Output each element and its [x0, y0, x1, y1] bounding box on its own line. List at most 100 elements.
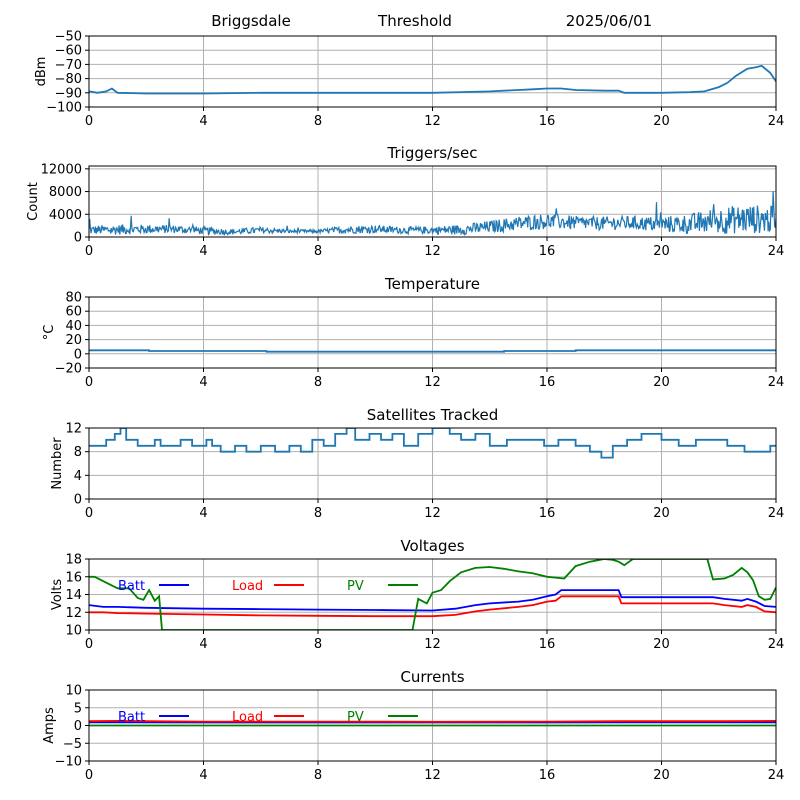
y-tick-label: 4000	[49, 208, 82, 223]
x-tick-label: 8	[314, 114, 322, 129]
panel-title: Currents	[400, 668, 464, 686]
x-tick-label: 12	[424, 506, 441, 521]
y-tick-label: 12	[65, 422, 82, 437]
legend-label: Load	[232, 579, 263, 594]
x-tick-label: 4	[199, 114, 207, 129]
x-tick-label: 24	[768, 375, 785, 390]
y-tick-label: 0	[74, 719, 82, 734]
panel-title: Voltages	[400, 537, 464, 555]
panel-title: Temperature	[384, 275, 480, 293]
legend-label: Load	[232, 710, 263, 725]
y-tick-label: 14	[65, 588, 82, 603]
x-tick-label: 0	[85, 375, 93, 390]
y-tick-label: 0	[74, 347, 82, 362]
x-tick-label: 8	[314, 244, 322, 259]
x-tick-label: 8	[314, 768, 322, 783]
legend-label: Batt	[118, 579, 145, 594]
y-tick-label: 8000	[49, 185, 82, 200]
x-tick-label: 24	[768, 244, 785, 259]
y-tick-label: −20	[55, 362, 82, 377]
x-tick-label: 16	[539, 506, 556, 521]
x-tick-label: 20	[653, 506, 670, 521]
y-tick-label: 10	[65, 624, 82, 639]
x-tick-label: 16	[539, 114, 556, 129]
mode-label: Threshold	[377, 12, 452, 30]
series-line-load	[89, 719, 776, 723]
x-tick-label: 4	[199, 506, 207, 521]
x-tick-label: 4	[199, 637, 207, 652]
y-tick-label: −50	[55, 30, 82, 45]
x-tick-label: 0	[85, 114, 93, 129]
y-axis-label: dBm	[34, 57, 49, 87]
y-axis-label: Count	[26, 182, 41, 221]
x-tick-label: 4	[199, 768, 207, 783]
legend-label: PV	[347, 710, 364, 725]
series-line-triggers	[89, 191, 776, 237]
x-tick-label: 12	[424, 244, 441, 259]
x-tick-label: 8	[314, 506, 322, 521]
x-tick-label: 0	[85, 244, 93, 259]
series-line-satellites	[89, 428, 776, 459]
y-axis-label: Amps	[42, 707, 57, 744]
y-tick-label: 60	[65, 305, 82, 320]
x-tick-label: 12	[424, 375, 441, 390]
y-tick-label: 16	[65, 570, 82, 585]
x-tick-label: 4	[199, 375, 207, 390]
x-tick-label: 20	[653, 375, 670, 390]
y-tick-label: −10	[55, 755, 82, 770]
y-tick-label: 12	[65, 606, 82, 621]
y-tick-label: 80	[65, 291, 82, 306]
x-tick-label: 0	[85, 506, 93, 521]
x-tick-label: 8	[314, 637, 322, 652]
x-tick-label: 24	[768, 768, 785, 783]
x-tick-label: 16	[539, 768, 556, 783]
y-tick-label: 0	[74, 231, 82, 246]
series-line-batt	[89, 589, 776, 612]
panel-title: Triggers/sec	[387, 144, 478, 162]
y-tick-label: −60	[55, 44, 82, 59]
x-tick-label: 4	[199, 244, 207, 259]
legend-label: Batt	[118, 710, 145, 725]
y-tick-label: −80	[55, 72, 82, 87]
y-tick-label: −5	[63, 737, 82, 752]
x-tick-label: 20	[653, 768, 670, 783]
panel-voltages: Batt Load PV 0 4 8 12 16 20 24 10 12 14 16 18 Voltages V…	[50, 537, 784, 652]
y-tick-label: −100	[46, 101, 82, 116]
y-tick-label: 4	[74, 469, 82, 484]
panel-currents: Batt Load PV 0 4 8 12 16 20 24 −10 −5 0 5 10 Currents Am…	[42, 668, 784, 783]
x-tick-label: 24	[768, 506, 785, 521]
series-line-temperature	[89, 349, 776, 353]
y-tick-label: 0	[74, 493, 82, 508]
y-axis-label: Volts	[50, 579, 65, 611]
panel-triggers: 0 4 8 12 16 20 24 0 4000 8000 12000 Triggers/sec Cou…	[26, 144, 784, 259]
y-tick-label: 12000	[41, 162, 82, 177]
x-tick-label: 0	[85, 637, 93, 652]
x-tick-label: 20	[653, 114, 670, 129]
panel-threshold: 0 4 8 12 16 20 24 −100−90−80−70−60−50 dBm	[34, 30, 784, 130]
x-tick-label: 16	[539, 637, 556, 652]
site-label: Briggsdale	[211, 12, 291, 30]
x-tick-label: 24	[768, 637, 785, 652]
x-tick-label: 8	[314, 375, 322, 390]
x-tick-label: 20	[653, 637, 670, 652]
series-line-pv	[89, 559, 776, 630]
x-tick-label: 12	[424, 114, 441, 129]
y-tick-label: −70	[55, 58, 82, 73]
series-line-threshold	[89, 64, 776, 95]
x-tick-label: 24	[768, 114, 785, 129]
x-tick-label: 12	[424, 768, 441, 783]
x-tick-label: 20	[653, 244, 670, 259]
panel-satellites: 0 4 8 12 16 20 24 0 4 8 12 Satellites Tracked Number	[50, 406, 784, 521]
date-label: 2025/06/01	[566, 12, 652, 30]
y-tick-label: 18	[65, 553, 82, 568]
y-axis-label: °C	[42, 325, 57, 341]
y-tick-label: 10	[65, 684, 82, 699]
y-tick-label: 40	[65, 319, 82, 334]
x-tick-label: 12	[424, 637, 441, 652]
legend-label: PV	[347, 579, 364, 594]
panel-title: Satellites Tracked	[367, 406, 498, 424]
series-line-load	[89, 595, 776, 618]
y-axis-label: Number	[50, 437, 65, 490]
y-tick-label: 20	[65, 333, 82, 348]
